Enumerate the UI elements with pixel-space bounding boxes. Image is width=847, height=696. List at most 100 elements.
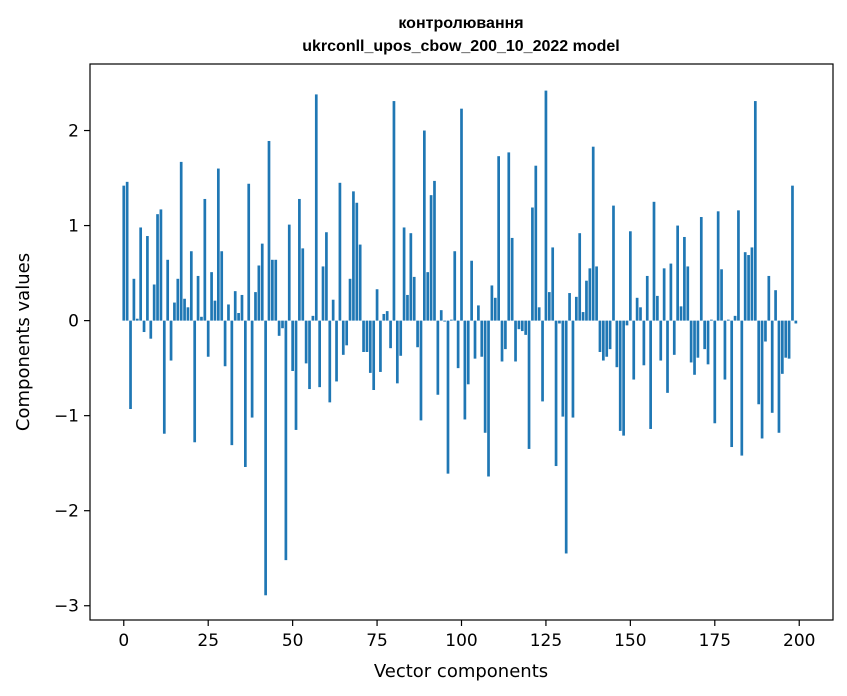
bar [750,247,754,321]
bar [250,320,254,418]
bar [466,320,470,385]
bar [206,320,210,357]
bar [470,260,473,321]
bar [585,280,588,321]
bar [301,248,305,321]
bar [237,313,240,321]
x-axis: 0 25 50 75 100 125 150 175 200 [118,620,815,651]
bar [629,231,632,321]
bar [260,243,264,321]
bar [423,130,426,321]
bar [291,320,294,371]
bar [362,320,365,352]
bar [335,320,338,382]
bar [743,252,747,321]
bar [699,217,703,321]
bar [200,316,203,321]
bar [787,320,791,359]
bar [382,313,386,321]
bar [274,259,278,321]
bar [774,290,777,321]
bar [399,320,403,356]
bar [716,211,720,321]
bar [689,320,693,363]
x-tick-label: 125 [530,631,562,651]
bar [358,244,362,321]
y-tick-label: −3 [54,597,79,617]
x-tick-label: 0 [118,631,129,651]
bar [186,307,190,321]
bar [203,198,207,321]
bar [780,320,784,374]
bar [601,320,605,361]
bar [605,320,609,357]
bar [287,224,291,321]
bar [666,320,669,393]
bar [213,300,217,321]
bar [683,236,686,321]
bar [331,299,335,321]
bar [196,275,200,321]
bar [645,275,649,321]
bar [416,320,419,348]
bar [710,319,713,321]
bar [271,259,274,321]
bar [564,320,568,554]
bar [173,302,176,321]
y-tick-label: 0 [68,312,79,332]
bar [625,320,629,326]
bar [558,320,561,324]
bar [537,307,541,321]
bar [166,259,170,321]
bar [281,320,284,329]
bar [493,297,497,321]
bar [318,320,321,388]
x-tick-label: 200 [783,631,815,651]
bar [483,320,487,433]
bar [257,265,261,321]
bar [264,320,267,596]
bar [412,276,416,321]
bar [608,320,612,350]
bar [747,255,750,321]
bar [649,320,652,429]
bar [129,320,132,410]
y-axis: −3 −2 −1 0 1 2 [54,122,90,617]
bar [375,289,379,321]
bar [541,320,544,402]
x-tick-label: 150 [614,631,646,651]
bar [733,315,737,321]
bar [676,225,679,321]
bar [672,320,676,355]
bar [162,320,166,434]
bar [308,320,311,390]
bar [706,320,710,365]
bar [693,320,696,375]
bar [446,320,450,474]
y-tick-label: 2 [68,122,79,142]
bar [402,227,406,321]
y-tick-label: −2 [54,502,79,522]
bar [622,320,625,436]
bar [436,320,440,395]
x-tick-label: 75 [366,631,388,651]
bar [662,268,666,321]
bar [510,237,514,321]
bar [216,168,220,321]
bar [726,319,730,321]
bar [737,210,740,321]
bar [453,251,457,321]
bar [544,90,548,321]
bar [720,269,723,321]
y-axis-label: Components values [13,253,34,431]
bar [298,198,301,321]
bar [139,227,143,321]
bar [429,195,433,321]
bar [460,108,463,321]
bar [581,312,585,321]
bar [419,320,423,421]
bar [669,263,673,321]
bar [473,320,477,359]
bar [588,268,592,321]
